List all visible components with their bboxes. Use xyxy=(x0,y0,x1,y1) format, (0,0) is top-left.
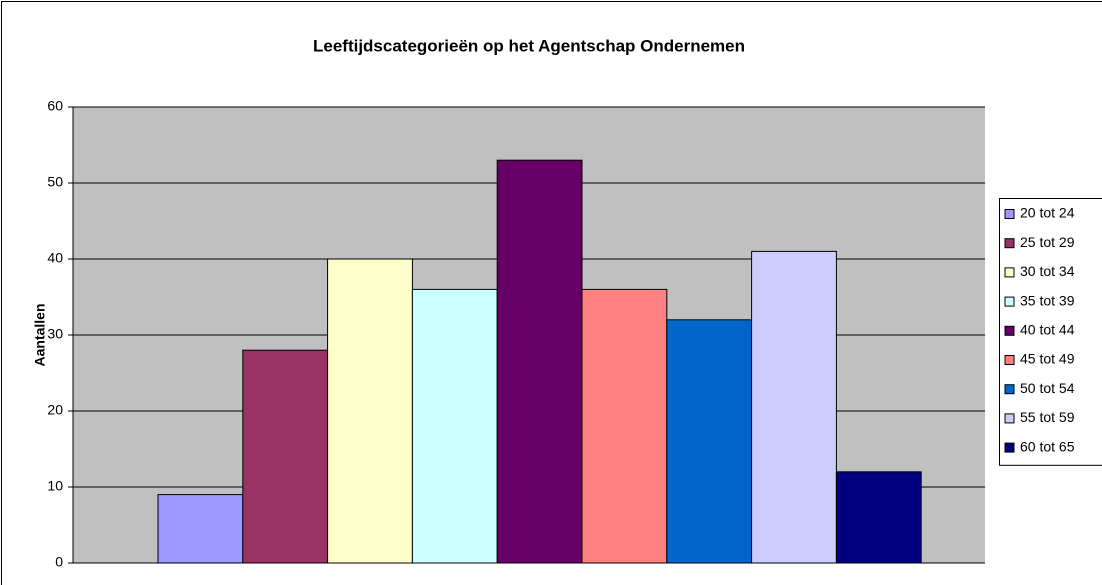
legend-label: 45 tot 49 xyxy=(1020,351,1075,367)
bar xyxy=(496,159,583,564)
chart-title: Leeftijdscategorieën op het Agentschap O… xyxy=(313,36,745,55)
bar xyxy=(666,319,753,564)
legend-swatch xyxy=(1004,209,1015,219)
y-tick-label: 50 xyxy=(47,174,63,190)
legend-swatch xyxy=(1004,238,1015,249)
legend-swatch xyxy=(1004,325,1015,336)
bar xyxy=(242,349,329,564)
y-tick-label: 60 xyxy=(47,98,63,114)
legend-label: 40 tot 44 xyxy=(1020,322,1075,338)
bar xyxy=(835,471,922,564)
legend-swatch xyxy=(1004,384,1015,395)
legend-swatch xyxy=(1004,296,1015,307)
legend-swatch xyxy=(1004,267,1015,278)
legend-label: 60 tot 65 xyxy=(1020,438,1075,454)
y-tick-label: 30 xyxy=(47,326,63,342)
y-tick-label: 20 xyxy=(47,402,63,418)
bar xyxy=(411,288,498,564)
legend-label: 50 tot 54 xyxy=(1020,380,1075,396)
bar xyxy=(751,250,837,564)
legend-label: 30 tot 34 xyxy=(1020,263,1075,279)
legend-label: 25 tot 29 xyxy=(1020,234,1075,250)
legend-swatch xyxy=(1004,413,1015,424)
y-axis-label: Aantallen xyxy=(32,303,48,366)
bar xyxy=(327,258,413,564)
legend-swatch xyxy=(1004,355,1015,365)
y-tick-label: 40 xyxy=(47,250,63,266)
legend-label: 20 tot 24 xyxy=(1020,205,1075,221)
bar xyxy=(581,288,668,564)
legend-label: 35 tot 39 xyxy=(1020,292,1075,308)
legend-swatch xyxy=(1004,442,1015,453)
legend-box xyxy=(999,198,1102,466)
y-tick-label: 10 xyxy=(47,478,63,494)
y-tick-label: 0 xyxy=(55,554,63,570)
bar xyxy=(157,494,244,564)
legend-label: 55 tot 59 xyxy=(1020,409,1075,425)
